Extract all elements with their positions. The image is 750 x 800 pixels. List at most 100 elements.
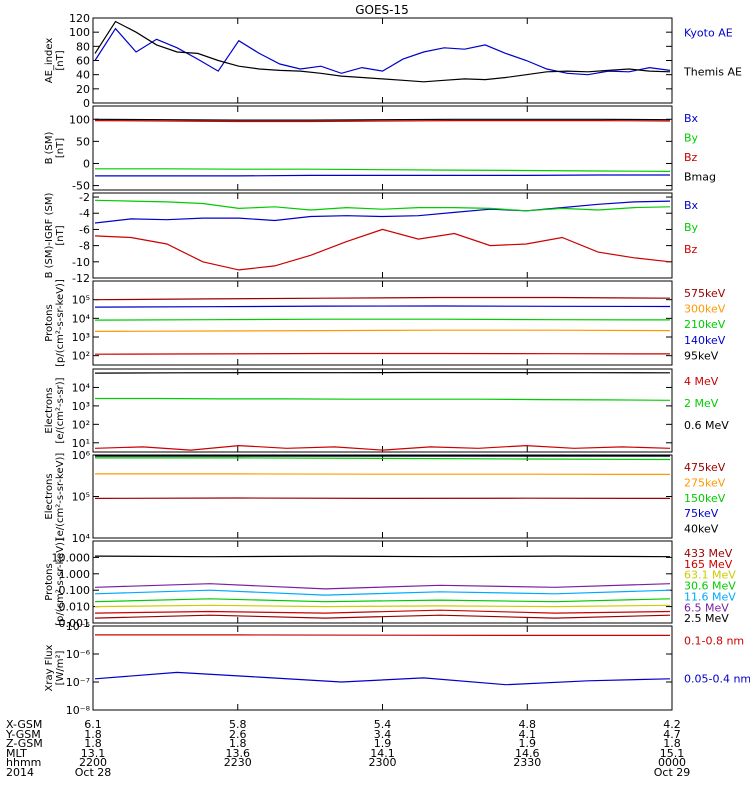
footer-value: 1.9: [519, 737, 537, 750]
series-11-6-mev: [94, 589, 671, 596]
y-tick-label: -2: [79, 191, 90, 204]
legend-item: Bz: [684, 151, 698, 164]
legend-item: 165 MeV: [684, 558, 733, 571]
footer-value: 2200: [79, 756, 107, 769]
y-tick-label: 10⁻⁷: [66, 676, 90, 689]
y-tick-label: -8: [79, 240, 90, 253]
legends: Kyoto AE Themis AE Bx By Bz Bmag Bx By Bz 575keV 3…: [683, 27, 750, 686]
legend-item: 2.5 MeV: [684, 612, 729, 625]
legend-item: 2 MeV: [684, 397, 719, 410]
series-4-mev: [94, 444, 671, 451]
legend-panel-8: 0.1-0.8 nm 0.05-0.4 nm: [684, 634, 750, 685]
y-tick-label: -12: [72, 272, 90, 285]
footer-value: 4.2: [663, 718, 681, 731]
legend-item: Bx: [684, 199, 699, 212]
y-axis-label: B (SM): [44, 131, 55, 164]
footer-row-label: X-GSM: [6, 718, 42, 731]
panel-5: 10¹ 10² 10³ 10⁴ Electrons [e/(cm²-s-sr)]: [44, 368, 673, 453]
legend-item: 40keV: [684, 523, 719, 536]
legend-item: 75keV: [684, 507, 719, 520]
footer-value: 2230: [224, 756, 252, 769]
footer-value: 2.6: [229, 728, 247, 741]
y-tick-label: 10⁵: [72, 294, 90, 307]
series-140kev: [94, 305, 671, 308]
panel-8: 10⁻⁸ 10⁻⁷ 10⁻⁶ 10⁻⁵ Xray Flux [W/m²]: [44, 620, 673, 717]
footer-row-label: Y-GSM: [5, 728, 41, 741]
legend-item: 0.05-0.4 nm: [684, 673, 750, 686]
panel-frame: [92, 454, 673, 539]
y-tick-label: -4: [79, 207, 90, 220]
panel-frame: [92, 17, 673, 104]
series-0-6-mev: [94, 371, 671, 374]
y-tick-label: 10⁶: [72, 449, 91, 462]
y-axis-label: Xray Flux: [44, 644, 55, 691]
legend-item: 4 MeV: [684, 375, 719, 388]
y-tick-label: 60: [76, 55, 90, 68]
series-bx: [95, 174, 670, 177]
footer-value: 3.4: [374, 728, 392, 741]
y-tick-label: -6: [79, 223, 90, 236]
plot-title: GOES-15: [355, 3, 409, 17]
y-axis-label: Electrons: [44, 473, 55, 519]
series-6-5-mev: [94, 583, 671, 590]
footer-value: 1.8: [663, 737, 681, 750]
y-tick-label: 10⁴: [72, 381, 91, 394]
legend-panel-5: 4 MeV 2 MeV 0.6 MeV: [684, 375, 729, 432]
series-bz: [94, 228, 671, 271]
footer-value: 5.4: [374, 718, 392, 731]
legend-item: Bx: [684, 112, 699, 125]
footer-value: Oct 29: [654, 766, 691, 779]
legend-item: 140keV: [684, 334, 726, 347]
footer-value: 0000: [658, 756, 686, 769]
footer-value: 1.8: [84, 737, 102, 750]
footer-value: 4.7: [663, 728, 681, 741]
y-axis-label: [e/(cm²-s-sr)]: [55, 377, 66, 443]
series-63-1-mev: [94, 604, 671, 608]
series-575kev: [94, 296, 671, 301]
y-tick-label: 100: [69, 113, 90, 126]
y-axis-label: [nT]: [55, 138, 66, 158]
series-0-1-0-8-nm: [95, 634, 670, 637]
legend-item: 0.1-0.8 nm: [684, 634, 744, 647]
y-axis-label: [p/(cm²-s-sr-keV)]: [55, 538, 66, 626]
y-tick-label: 0: [83, 157, 90, 170]
panel-frame: [92, 540, 673, 624]
legend-item: Bz: [684, 243, 698, 256]
legend-item: By: [684, 221, 699, 234]
series-2-mev: [95, 397, 671, 401]
legend-item: 275keV: [684, 476, 726, 489]
footer-value: 2300: [369, 756, 397, 769]
legend-panel-6: 475keV 275keV 150keV 75keV 40keV: [684, 461, 726, 536]
legend-item: 433 MeV: [684, 547, 733, 560]
y-tick-label: 0.001: [59, 617, 91, 630]
footer-row-label: MLT: [6, 747, 27, 760]
legend-item: 63.1 MeV: [684, 569, 736, 582]
y-tick-label: -10: [72, 256, 90, 269]
y-tick-label: 10⁻⁸: [66, 704, 91, 717]
footer-value: 6.1: [84, 718, 102, 731]
y-tick-label: 10.000: [52, 551, 91, 564]
footer-value: 1.9: [374, 737, 392, 750]
legend-item: 95keV: [684, 349, 719, 362]
panel-frame: [92, 368, 673, 453]
footer-value: 13.1: [81, 747, 106, 760]
footer-value: 14.1: [370, 747, 395, 760]
y-tick-label: 10¹: [72, 437, 90, 450]
legend-item: By: [684, 132, 699, 145]
series-kyoto-ae: [94, 27, 671, 76]
y-tick-label: 10⁻⁵: [66, 620, 90, 633]
footer-value: 15.1: [660, 747, 685, 760]
y-tick-label: 1.000: [59, 568, 91, 581]
y-axis-label: B (SM)-IGRF (SM): [44, 193, 55, 279]
legend-item: Kyoto AE: [684, 27, 733, 40]
panel-6: 10⁴ 10⁵ 10⁶ Electrons [e/(cm²-s-sr-keV)]: [44, 449, 673, 545]
footer-value: 4.1: [519, 728, 537, 741]
series-30-6-mev: [94, 598, 671, 603]
y-tick-label: 120: [69, 12, 90, 25]
series-0-05-0-4-nm: [94, 671, 671, 686]
y-tick-label: 0.100: [59, 584, 91, 597]
footer-value: 1.8: [229, 737, 247, 750]
panel-3: -12 -10 -8 -6 -4 -2 B (SM)-IGRF (SM) [nT]: [44, 191, 673, 285]
y-tick-label: 10⁻⁶: [66, 648, 91, 661]
